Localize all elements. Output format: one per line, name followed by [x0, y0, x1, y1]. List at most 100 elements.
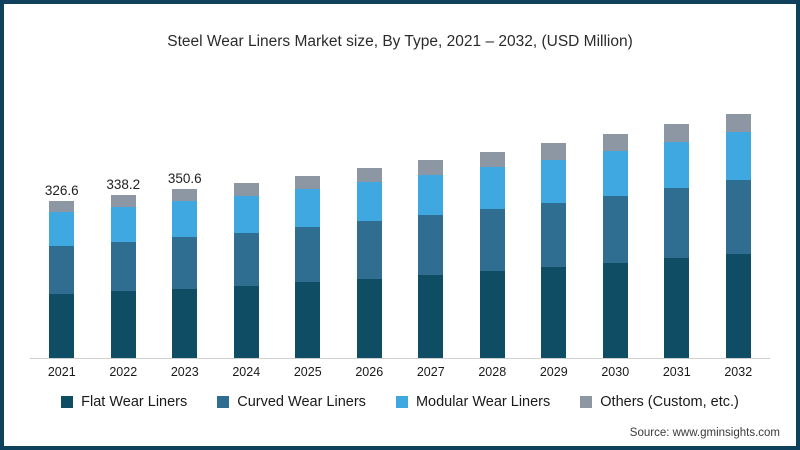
- bar-segment-others-custom-etc-2022[interactable]: [110, 194, 136, 207]
- bar-segment-flat-wear-liners-2026[interactable]: [356, 278, 382, 358]
- bar-segment-others-custom-etc-2031[interactable]: [664, 124, 690, 143]
- bar-segment-flat-wear-liners-2022[interactable]: [110, 291, 136, 358]
- x-axis-label-2022: 2022: [109, 365, 138, 379]
- bar-segment-curved-wear-liners-2029[interactable]: [541, 202, 567, 268]
- bar-2021: [49, 200, 75, 358]
- bar-segment-modular-wear-liners-2023[interactable]: [172, 201, 198, 238]
- legend-item-curved-wear-liners[interactable]: Curved Wear Liners: [217, 394, 366, 410]
- chart-title: Steel Wear Liners Market size, By Type, …: [167, 33, 633, 50]
- bar-column-2024: [216, 108, 278, 358]
- x-axis-label-2029: 2029: [539, 365, 568, 379]
- bar-segment-modular-wear-liners-2022[interactable]: [110, 206, 136, 242]
- bar-segment-others-custom-etc-2026[interactable]: [356, 168, 382, 183]
- bar-segment-others-custom-etc-2032[interactable]: [725, 113, 751, 133]
- bar-segment-others-custom-etc-2025[interactable]: [295, 175, 321, 190]
- legend-swatch-icon: [61, 396, 74, 408]
- bar-segment-curved-wear-liners-2027[interactable]: [418, 215, 444, 276]
- bar-segment-curved-wear-liners-2022[interactable]: [110, 241, 136, 292]
- bar-column-2028: [462, 108, 524, 358]
- bar-segment-modular-wear-liners-2029[interactable]: [541, 159, 567, 203]
- x-axis-labels: 2021 2022 2023 2024 2025 2026 2027 2028 2029 2030…: [31, 365, 769, 379]
- bar-segment-others-custom-etc-2024[interactable]: [233, 182, 259, 196]
- bar-column-2022: 338.2: [93, 108, 155, 358]
- bar-segment-flat-wear-liners-2025[interactable]: [295, 282, 321, 358]
- bar-column-2030: [585, 108, 647, 358]
- bar-segment-others-custom-etc-2027[interactable]: [418, 160, 444, 175]
- bars-area: 326.6 338.2 350.6: [31, 108, 769, 358]
- legend: Flat Wear Liners Curved Wear Liners Modula…: [4, 394, 796, 410]
- bar-column-2026: [339, 108, 401, 358]
- bar-segment-flat-wear-liners-2024[interactable]: [233, 285, 259, 358]
- bar-segment-modular-wear-liners-2025[interactable]: [295, 189, 321, 228]
- bar-segment-curved-wear-liners-2032[interactable]: [725, 179, 751, 254]
- x-axis-label-2032: 2032: [724, 365, 753, 379]
- chart-canvas: Steel Wear Liners Market size, By Type, …: [4, 4, 796, 446]
- bar-segment-flat-wear-liners-2031[interactable]: [664, 258, 690, 358]
- x-axis-label-2026: 2026: [355, 365, 384, 379]
- bar-segment-flat-wear-liners-2027[interactable]: [418, 275, 444, 358]
- bar-segment-modular-wear-liners-2030[interactable]: [602, 151, 628, 196]
- bar-column-2031: [646, 108, 708, 358]
- legend-label: Modular Wear Liners: [415, 394, 551, 410]
- legend-label: Flat Wear Liners: [81, 394, 188, 410]
- bar-value-label-2021: 326.6: [44, 182, 79, 198]
- bar-2024: [233, 182, 259, 358]
- x-axis-label-2023: 2023: [170, 365, 199, 379]
- bar-segment-others-custom-etc-2028[interactable]: [479, 152, 505, 168]
- bar-2029: [541, 143, 567, 358]
- bar-2031: [664, 124, 690, 358]
- bar-segment-modular-wear-liners-2021[interactable]: [49, 211, 75, 247]
- bar-segment-others-custom-etc-2021[interactable]: [49, 200, 75, 212]
- bar-2022: [110, 194, 136, 358]
- bar-segment-flat-wear-liners-2029[interactable]: [541, 267, 567, 358]
- legend-swatch-icon: [580, 396, 593, 408]
- bar-segment-curved-wear-liners-2026[interactable]: [356, 221, 382, 279]
- bar-segment-modular-wear-liners-2028[interactable]: [479, 167, 505, 210]
- bar-segment-curved-wear-liners-2031[interactable]: [664, 187, 690, 259]
- legend-item-flat-wear-liners[interactable]: Flat Wear Liners: [61, 394, 187, 410]
- bar-segment-flat-wear-liners-2021[interactable]: [49, 293, 75, 358]
- bar-column-2025: [277, 108, 339, 358]
- bar-segment-modular-wear-liners-2024[interactable]: [233, 195, 259, 233]
- x-axis-label-2021: 2021: [47, 365, 76, 379]
- x-axis-line: [30, 358, 770, 359]
- bar-segment-curved-wear-liners-2021[interactable]: [49, 246, 75, 294]
- bar-column-2027: [400, 108, 462, 358]
- bar-value-label-2022: 338.2: [106, 176, 141, 192]
- bar-segment-flat-wear-liners-2032[interactable]: [725, 253, 751, 358]
- bar-segment-curved-wear-liners-2028[interactable]: [479, 209, 505, 272]
- x-axis-label-2024: 2024: [232, 365, 261, 379]
- bar-segment-curved-wear-liners-2024[interactable]: [233, 232, 259, 286]
- bar-segment-curved-wear-liners-2030[interactable]: [602, 195, 628, 264]
- bar-column-2023: 350.6: [154, 108, 216, 358]
- x-axis-label-2025: 2025: [293, 365, 322, 379]
- bar-column-2032: [708, 108, 770, 358]
- bar-segment-modular-wear-liners-2031[interactable]: [664, 142, 690, 188]
- x-axis-label-2028: 2028: [478, 365, 507, 379]
- bar-2026: [356, 168, 382, 358]
- bar-segment-modular-wear-liners-2032[interactable]: [725, 132, 751, 180]
- bar-segment-curved-wear-liners-2025[interactable]: [295, 227, 321, 283]
- bar-segment-flat-wear-liners-2023[interactable]: [172, 288, 198, 358]
- bar-segment-curved-wear-liners-2023[interactable]: [172, 237, 198, 289]
- bar-segment-others-custom-etc-2029[interactable]: [541, 143, 567, 160]
- x-axis-label-2027: 2027: [416, 365, 445, 379]
- x-axis-label-2031: 2031: [662, 365, 691, 379]
- legend-item-modular-wear-liners[interactable]: Modular Wear Liners: [395, 394, 551, 410]
- bar-2032: [725, 113, 751, 358]
- bar-2028: [479, 152, 505, 358]
- legend-swatch-icon: [395, 396, 408, 408]
- legend-swatch-icon: [217, 396, 230, 408]
- bar-segment-others-custom-etc-2030[interactable]: [602, 134, 628, 152]
- bar-2027: [418, 160, 444, 358]
- bar-segment-flat-wear-liners-2028[interactable]: [479, 271, 505, 358]
- bar-segment-modular-wear-liners-2027[interactable]: [418, 174, 444, 216]
- legend-label: Others (Custom, etc.): [600, 394, 739, 410]
- bar-column-2029: [523, 108, 585, 358]
- legend-item-others-custom-etc[interactable]: Others (Custom, etc.): [580, 394, 739, 410]
- bar-segment-modular-wear-liners-2026[interactable]: [356, 182, 382, 222]
- bar-column-2021: 326.6: [31, 108, 93, 358]
- bar-2025: [295, 175, 321, 358]
- bar-segment-flat-wear-liners-2030[interactable]: [602, 263, 628, 358]
- bar-segment-others-custom-etc-2023[interactable]: [172, 189, 198, 202]
